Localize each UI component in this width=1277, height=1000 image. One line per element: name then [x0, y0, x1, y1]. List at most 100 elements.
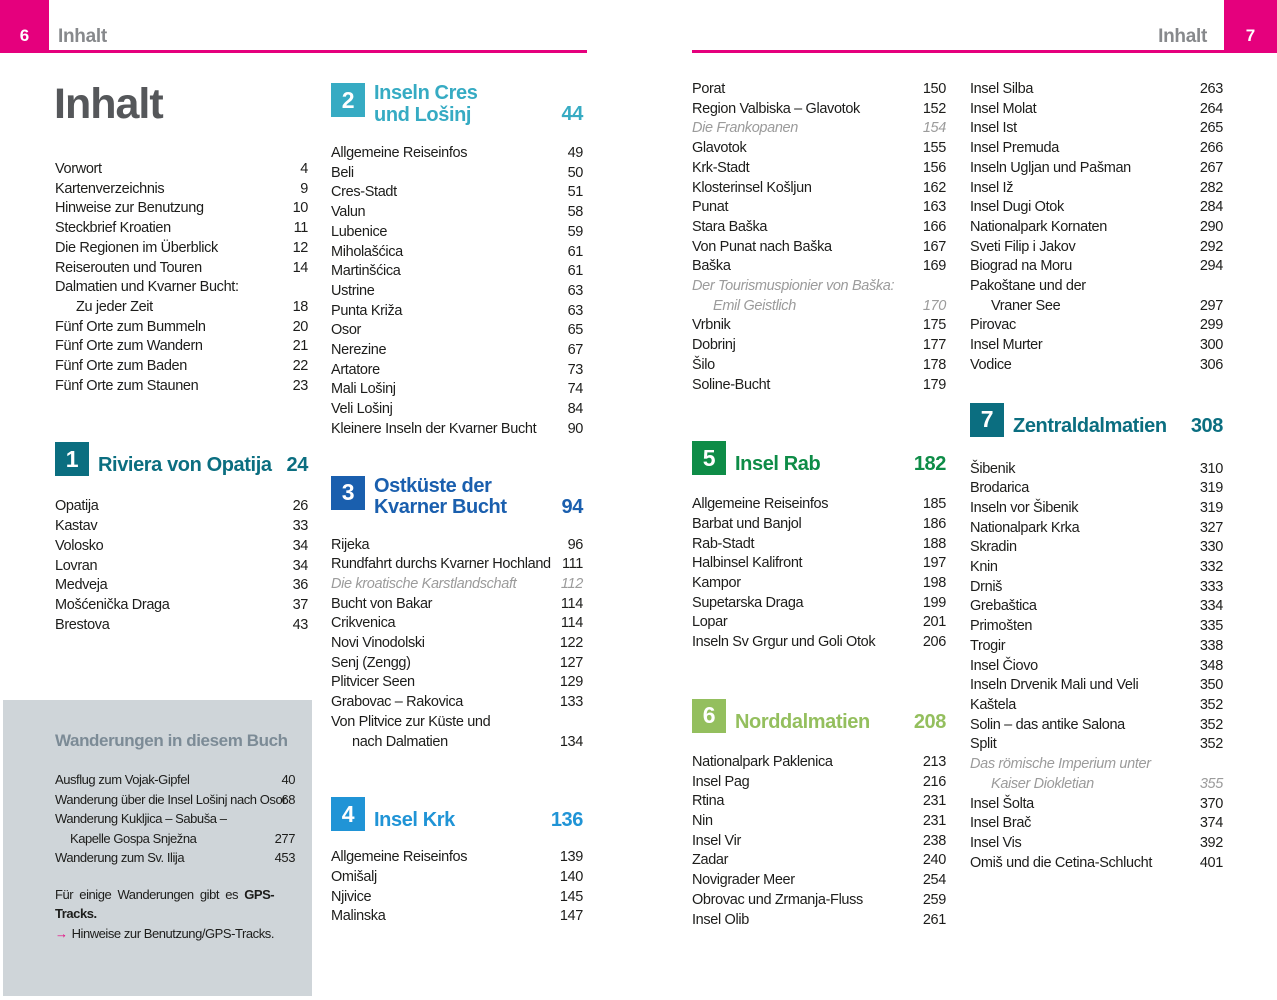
toc-row: Fünf Orte zum Bummeln 20 [55, 318, 308, 338]
section-6-heading: 6 Norddalmatien 208 [692, 698, 946, 734]
toc-entry-label: Kleinere Inseln der Kvarner Bucht [331, 420, 537, 437]
toc-entry-page: 49 [567, 145, 584, 161]
toc-entry-page: 169 [922, 258, 947, 275]
section-2-page: 44 [561, 103, 584, 125]
toc-entry-label: Punat [692, 199, 729, 216]
toc-row: Glavotok 155 [692, 139, 946, 159]
toc-entry-page: 114 [560, 615, 583, 632]
toc-entry-page: 58 [567, 204, 584, 221]
toc-entry-label: Kartenverzeichnis [55, 180, 165, 197]
toc-row: Rundfahrt durchs Kvarner Hochland 111 [331, 555, 583, 575]
toc-row: Vodice 306 [970, 356, 1223, 376]
toc-entry-page: 370 [1199, 795, 1224, 812]
toc-entry-page: 9 [300, 180, 308, 197]
toc-entry-page: 162 [922, 179, 947, 196]
toc-entry-page: 147 [559, 908, 584, 925]
toc-entry-label: Brestova [55, 616, 110, 633]
gps-note: Für einige Wanderungen gibt es GPS-Track… [55, 885, 295, 944]
toc-row: Vorwort 4 [55, 160, 308, 180]
section-4-title: Insel Krk [374, 809, 455, 832]
toc-entry-label: Malinska [331, 908, 386, 925]
page-number-badge-right: 7 [1224, 0, 1277, 53]
toc-entry-page: 334 [1199, 598, 1224, 615]
toc-row: Soline-Bucht 179 [692, 376, 946, 396]
toc-row: Ausflug zum Vojak-Gipfel 40 [55, 770, 295, 790]
toc-row: Insel Vir 238 [692, 832, 946, 852]
toc-entry-label: Nerezine [331, 342, 387, 359]
toc-row: Bucht von Bakar 114 [331, 595, 583, 615]
toc-entry-page: 292 [1199, 238, 1224, 255]
section-1-number-badge: 1 [55, 442, 89, 477]
toc-entry-label: Miholašćica [331, 243, 403, 260]
toc-entry-page: 129 [559, 674, 584, 691]
toc-entry-label: Brodarica [970, 480, 1029, 497]
section-6-list-continued: Insel Silba 263 Insel Molat 264 Insel Is… [970, 80, 1223, 376]
toc-entry-page: 332 [1199, 559, 1224, 576]
toc-entry-label: Reiserouten und Touren [55, 259, 202, 276]
toc-row: Insel Olib 261 [692, 911, 946, 931]
toc-row: Biograd na Moru 294 [970, 257, 1223, 277]
toc-entry-label: Osor [331, 322, 362, 339]
toc-row: Die Frankopanen 154 [692, 119, 946, 139]
toc-row: Insel Ist 265 [970, 119, 1223, 139]
toc-entry-page: 51 [567, 184, 584, 201]
toc-entry-label: Omišalj [331, 868, 377, 885]
toc-entry-page: 263 [1199, 81, 1224, 97]
page-title: Inhalt [54, 80, 164, 128]
toc-entry-page: 310 [1199, 460, 1224, 477]
toc-entry-page: 374 [1199, 815, 1224, 832]
toc-entry-label: Kastav [55, 518, 98, 535]
toc-entry-page: 33 [292, 518, 309, 535]
toc-entry-label: Dobrinj [692, 337, 736, 354]
toc-entry-label: Zu jeder Zeit [76, 298, 153, 315]
toc-entry-label: Steckbrief Kroatien [55, 220, 171, 237]
toc-row: Malinska 147 [331, 907, 583, 927]
toc-row: Osor 65 [331, 321, 583, 341]
toc-row: Valun 58 [331, 203, 583, 223]
toc-entry-label: Veli Lošinj [331, 401, 393, 418]
toc-row: Zu jeder Zeit 18 [55, 298, 308, 318]
toc-entry-label: Wanderung über die Insel Lošinj nach Oso… [55, 791, 287, 807]
toc-row: Punta Križa 63 [331, 302, 583, 322]
toc-row: Insel Vis 392 [970, 834, 1223, 854]
toc-row: Mošćenička Draga 37 [55, 596, 308, 616]
toc-row: Nationalpark Krka 327 [970, 519, 1223, 539]
toc-entry-page: 63 [567, 282, 584, 299]
toc-row: Insel Čiovo 348 [970, 657, 1223, 677]
toc-entry-page: 231 [922, 793, 947, 810]
toc-entry-label: Split [970, 736, 997, 753]
toc-entry-label: Pakoštane und der [970, 278, 1086, 295]
toc-entry-page: 352 [1199, 696, 1224, 713]
toc-entry-label: Obrovac und Zrmanja-Fluss [692, 891, 863, 908]
toc-entry-page: 166 [922, 218, 947, 235]
toc-entry-label: Kampor [692, 575, 741, 592]
toc-entry-label: Plitvicer Seen [331, 674, 415, 691]
toc-entry-page: 348 [1199, 657, 1224, 674]
toc-entry-page: 401 [1199, 854, 1224, 871]
toc-row: Kaštela 352 [970, 696, 1223, 716]
toc-entry-page: 352 [1199, 716, 1224, 733]
toc-row: Der Tourismuspionier von Baška: [692, 277, 946, 297]
toc-entry-page: 335 [1199, 618, 1224, 635]
toc-row: Rijeka 96 [331, 536, 583, 556]
toc-entry-page: 170 [922, 297, 947, 314]
section-2-title-line2: und Lošinj [374, 103, 472, 126]
toc-entry-label: Allgemeine Reiseinfos [331, 145, 468, 161]
toc-entry-page: 267 [1199, 159, 1224, 176]
toc-entry-label: Senj (Zengg) [331, 654, 411, 671]
toc-entry-page: 74 [567, 381, 584, 398]
toc-row: Split 352 [970, 735, 1223, 755]
section-4-page: 136 [550, 809, 584, 832]
page-number-right: 7 [1245, 26, 1256, 45]
toc-row: Die Regionen im Überblick 12 [55, 239, 308, 259]
toc-entry-label: Rtina [692, 793, 725, 810]
toc-entry-page: 240 [922, 852, 947, 869]
toc-row: Cres-Stadt 51 [331, 183, 583, 203]
toc-entry-page: 10 [292, 200, 309, 217]
toc-entry-page: 259 [922, 891, 947, 908]
toc-row: Wanderung Kukljica – Sabuša – [55, 809, 295, 829]
toc-entry-label: Rab-Stadt [692, 535, 755, 552]
toc-row: Inseln Ugljan und Pašman 267 [970, 159, 1223, 179]
toc-entry-page: 178 [922, 356, 947, 373]
section-1: 1 Riviera von Opatija 24 Opatija 26 Kast… [55, 442, 308, 635]
